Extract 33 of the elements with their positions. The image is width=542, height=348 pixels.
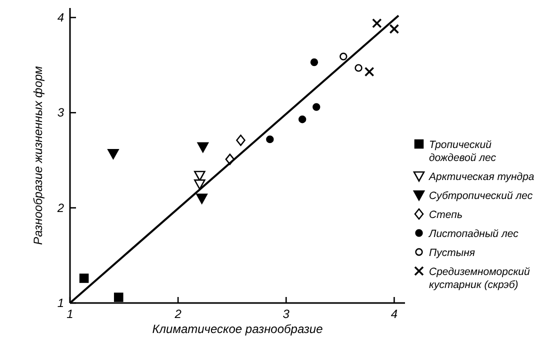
y-axis-title: Разнообразие жизненных форм xyxy=(31,66,45,245)
legend-label: Степь xyxy=(429,209,462,221)
point xyxy=(364,66,374,77)
legend-label: Тропический дождевой лес xyxy=(429,139,497,164)
legend-label: Листопадный лес xyxy=(428,228,520,240)
y-tick-label: 4 xyxy=(57,10,64,25)
point xyxy=(372,18,382,28)
point xyxy=(196,194,208,204)
x-tick-label: 4 xyxy=(390,307,398,321)
point xyxy=(79,274,89,283)
legend-label: Арктическая тундра xyxy=(428,171,534,183)
point xyxy=(298,115,306,124)
x-tick-label: 1 xyxy=(66,307,74,321)
point xyxy=(236,134,246,146)
legend-label: Средиземноморский кустарник (скрэб) xyxy=(429,266,530,291)
y-tick-label: 2 xyxy=(56,200,64,215)
x-tick-label: 3 xyxy=(282,307,290,321)
point xyxy=(266,135,274,144)
point xyxy=(389,24,400,34)
point xyxy=(108,148,119,160)
x-tick-label: 2 xyxy=(174,307,182,321)
y-tick-label: 3 xyxy=(57,106,64,120)
y-tick-label: 1 xyxy=(57,296,64,310)
point xyxy=(310,58,318,66)
point xyxy=(194,179,206,190)
point xyxy=(340,52,348,60)
point xyxy=(114,292,124,302)
legend-label: Субтропический лес xyxy=(429,190,534,202)
x-axis-title: Климатическое разнообразие xyxy=(152,322,324,336)
point xyxy=(197,142,209,153)
legend-label: Пустыня xyxy=(429,247,476,259)
point xyxy=(312,103,320,111)
point xyxy=(354,64,362,72)
